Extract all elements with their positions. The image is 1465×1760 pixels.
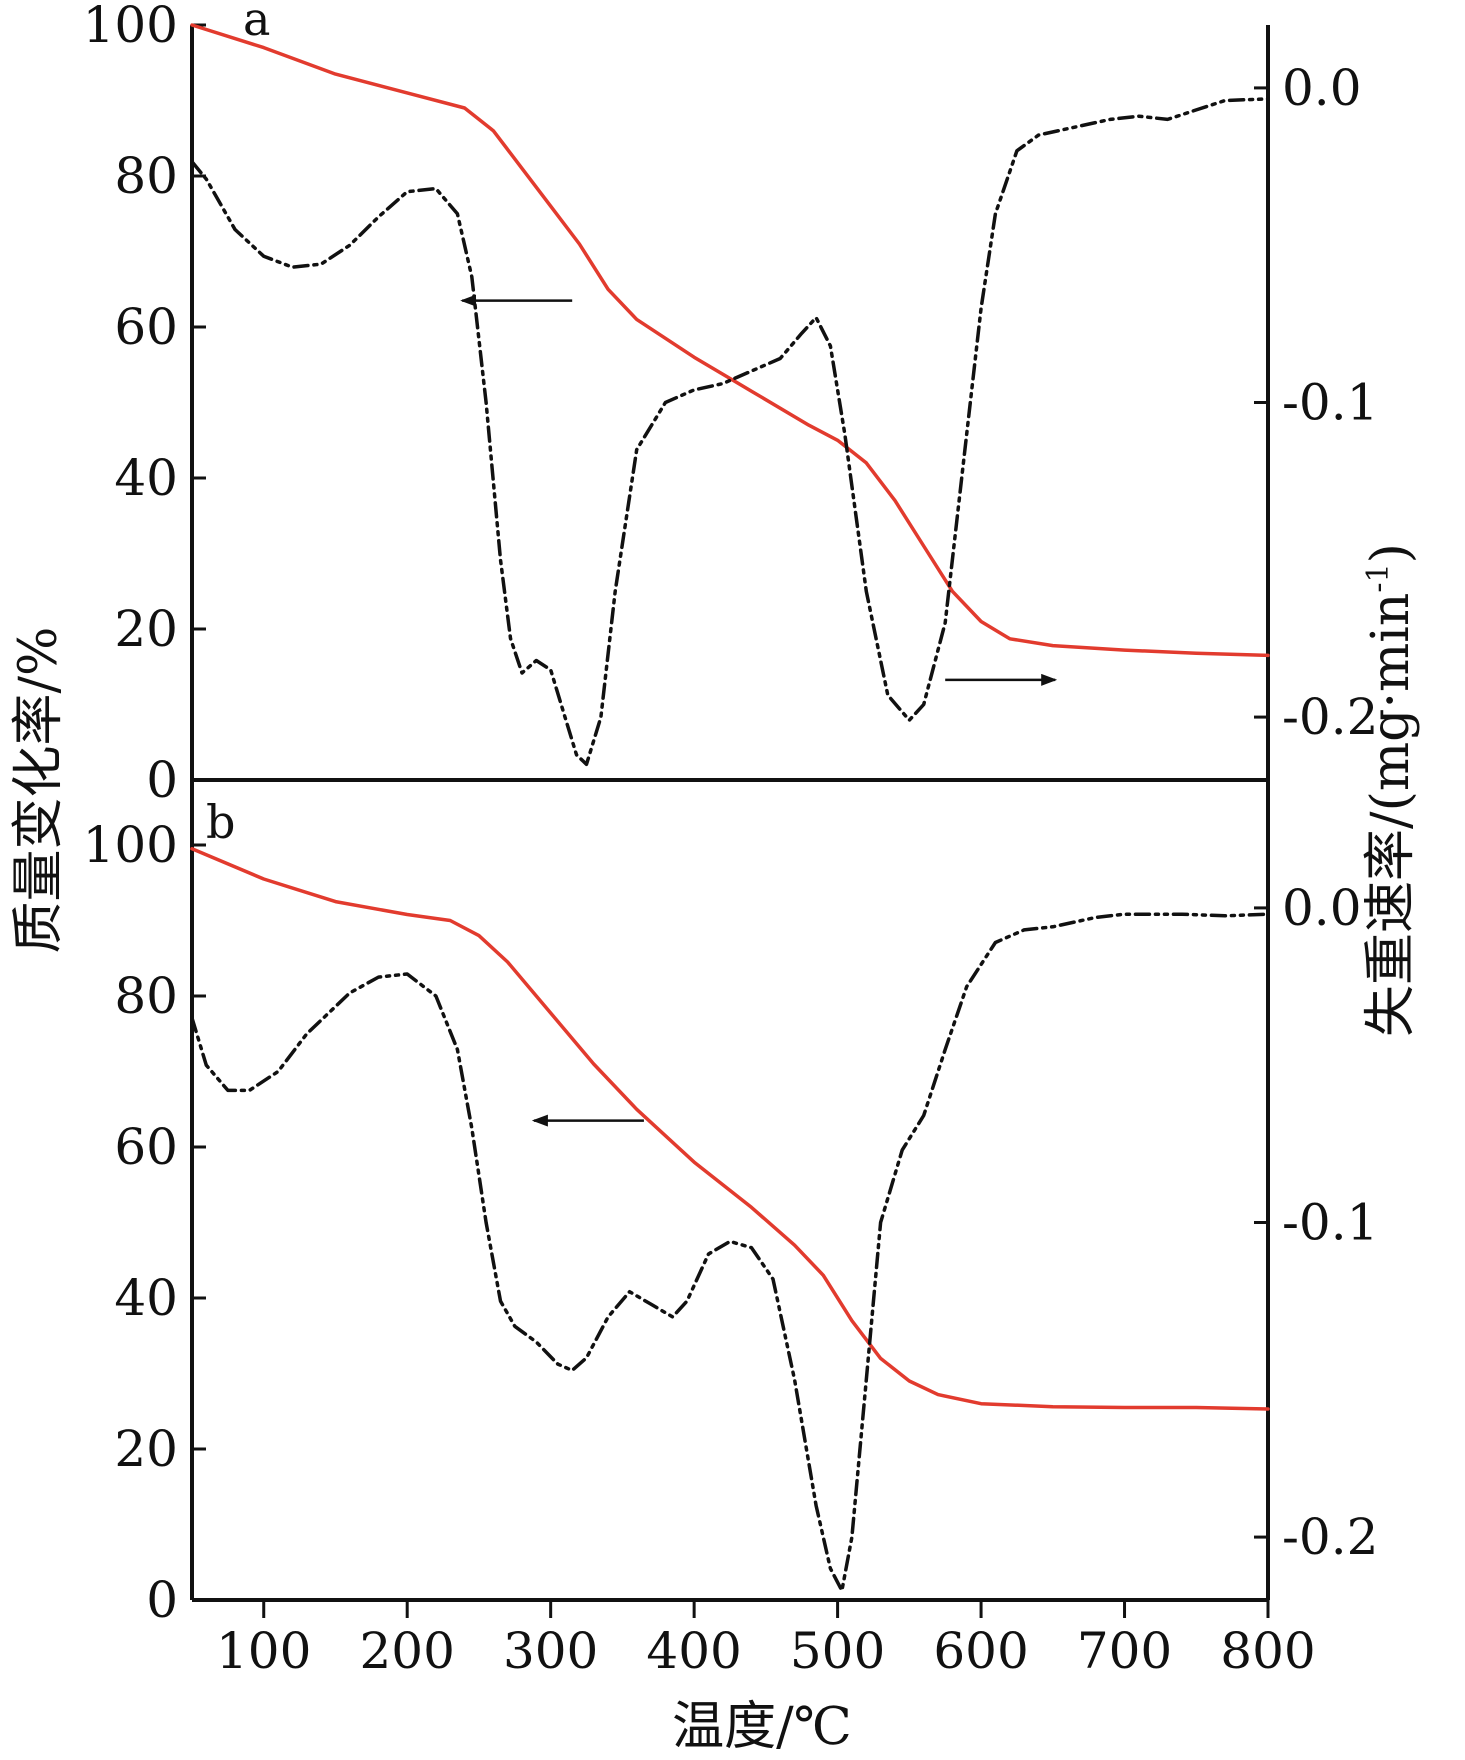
left-tick-label: 100 bbox=[83, 816, 178, 874]
right-tick-label: -0.2 bbox=[1282, 1508, 1378, 1566]
left-tick-label: 80 bbox=[114, 147, 178, 205]
left-tick-label: 100 bbox=[83, 0, 178, 54]
panel-label-b: b bbox=[206, 795, 235, 849]
right-axis-title-main: 失重速率/(mg·min bbox=[1361, 593, 1421, 1037]
right-tick-label: 0.0 bbox=[1282, 59, 1362, 117]
x-tick-label: 400 bbox=[646, 1622, 741, 1680]
x-tick-label: 100 bbox=[216, 1622, 311, 1680]
right-axis-title: 失重速率/(mg·min-1) bbox=[1361, 543, 1421, 1037]
labels: 温度/℃ 质量变化率/% 失重速率/(mg·min-1) a b bbox=[9, 0, 1421, 1757]
right-tick-label: -0.1 bbox=[1282, 1194, 1378, 1252]
panel-a-dtg-curve bbox=[190, 97, 1270, 767]
x-tick-label: 600 bbox=[933, 1622, 1028, 1680]
x-tick-label: 800 bbox=[1220, 1622, 1315, 1680]
right-axis-title-sup: -1 bbox=[1361, 563, 1396, 592]
annotation-layer bbox=[460, 294, 1058, 1127]
x-tick-label: 300 bbox=[503, 1622, 598, 1680]
left-tick-label: 60 bbox=[114, 298, 178, 356]
x-axis-title: 温度/℃ bbox=[672, 1697, 852, 1757]
series-layer bbox=[190, 23, 1270, 1593]
left-tick-label: 40 bbox=[114, 1269, 178, 1327]
panel-b-tg-curve bbox=[190, 847, 1270, 1411]
left-tick-label: 40 bbox=[114, 449, 178, 507]
panel-label-a: a bbox=[243, 0, 270, 46]
x-tick-label: 700 bbox=[1077, 1622, 1172, 1680]
x-tick-label: 200 bbox=[359, 1622, 454, 1680]
right-axis-title-close: ) bbox=[1361, 543, 1421, 563]
left-tick-label: 0 bbox=[146, 1571, 178, 1629]
left-tick-label: 20 bbox=[114, 600, 178, 658]
left-tick-label: 80 bbox=[114, 967, 178, 1025]
axes: 100 200 300 400 500 600 700 8000204060801000.0-… bbox=[83, 0, 1379, 1680]
x-tick-label: 500 bbox=[790, 1622, 885, 1680]
right-tick-label: -0.2 bbox=[1282, 688, 1378, 746]
left-tick-label: 60 bbox=[114, 1118, 178, 1176]
panel-b-dtg-curve bbox=[190, 912, 1270, 1593]
left-tick-label: 20 bbox=[114, 1420, 178, 1478]
left-axis-title: 质量变化率/% bbox=[9, 627, 69, 954]
right-tick-label: 0.0 bbox=[1282, 879, 1362, 937]
right-tick-label: -0.1 bbox=[1282, 374, 1378, 432]
left-tick-label: 0 bbox=[146, 751, 178, 809]
panel-a-tg-curve bbox=[190, 23, 1270, 658]
